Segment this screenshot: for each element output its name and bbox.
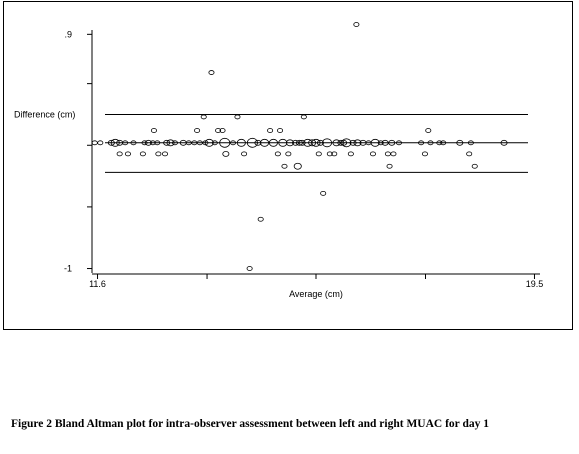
data-point-80: [386, 163, 393, 169]
data-point-5: [122, 140, 129, 146]
data-point-77: [377, 140, 384, 146]
bland-altman-plot: .9 -1 11.6 19.5 Difference (cm) Average (cm): [14, 22, 544, 299]
data-point-23: [194, 128, 201, 133]
data-point-28: [208, 70, 215, 75]
data-point-7: [124, 151, 131, 157]
data-point-42: [260, 138, 270, 147]
data-point-92: [467, 140, 474, 146]
data-point-38: [246, 266, 253, 271]
data-point-79: [384, 151, 391, 157]
data-point-93: [471, 163, 478, 169]
data-point-71: [353, 22, 360, 27]
data-point-94: [500, 139, 508, 146]
data-point-50: [286, 139, 295, 147]
data-point-59: [315, 151, 322, 157]
plot-frame: [3, 1, 573, 330]
data-point-91: [466, 151, 473, 157]
data-point-26: [200, 114, 207, 120]
data-point-70: [349, 139, 357, 146]
data-point-54: [298, 139, 306, 146]
data-point-14: [150, 128, 157, 133]
data-point-34: [230, 140, 237, 146]
data-point-67: [340, 139, 348, 146]
data-point-27: [204, 138, 214, 147]
data-point-44: [268, 138, 278, 147]
data-point-32: [219, 137, 231, 148]
data-point-11: [149, 140, 156, 146]
data-point-58: [311, 138, 321, 147]
data-point-65: [332, 139, 341, 147]
data-point-89: [440, 140, 447, 146]
data-point-64: [331, 151, 338, 157]
data-point-17: [163, 139, 171, 146]
data-point-1: [97, 140, 104, 146]
data-point-68: [341, 138, 352, 148]
y-tick-label-1: -1: [64, 264, 72, 274]
x-tick-label-0: 11.6: [89, 279, 106, 289]
data-point-86: [425, 128, 432, 133]
data-point-83: [395, 140, 402, 146]
data-point-85: [421, 151, 428, 157]
data-point-31: [219, 128, 226, 133]
data-point-57: [308, 139, 317, 147]
data-point-66: [337, 139, 345, 146]
data-point-15: [155, 151, 162, 157]
data-point-30: [215, 128, 222, 133]
data-point-39: [246, 137, 258, 148]
data-point-35: [234, 114, 241, 120]
data-point-82: [390, 151, 397, 157]
data-point-13: [139, 151, 146, 157]
data-point-0: [91, 140, 98, 146]
data-point-51: [292, 139, 300, 146]
data-point-69: [347, 151, 354, 157]
data-point-3: [110, 138, 120, 147]
data-point-62: [322, 138, 333, 148]
data-point-43: [267, 128, 274, 133]
data-point-6: [116, 151, 123, 157]
y-axis-label: Difference (cm): [14, 109, 75, 119]
data-point-2: [107, 139, 115, 146]
data-point-63: [326, 151, 333, 157]
data-point-10: [144, 139, 152, 146]
data-point-84: [418, 140, 425, 146]
x-axis-label: Average (cm): [289, 289, 343, 299]
data-point-40: [254, 139, 262, 146]
data-point-18: [166, 139, 175, 147]
x-tick-label-1: 19.5: [526, 279, 544, 289]
data-point-19: [171, 140, 178, 146]
data-point-78: [381, 139, 389, 146]
data-point-41: [257, 216, 264, 222]
data-point-55: [300, 114, 307, 120]
data-point-16: [162, 151, 169, 157]
data-point-61: [320, 190, 327, 196]
data-point-45: [274, 151, 281, 157]
data-point-76: [370, 138, 380, 147]
data-point-49: [285, 151, 292, 157]
data-point-75: [369, 151, 376, 157]
data-point-60: [316, 139, 324, 146]
y-tick-label-0: .9: [64, 29, 72, 39]
data-point-47: [278, 138, 288, 147]
data-point-8: [130, 140, 137, 146]
data-point-90: [456, 139, 464, 146]
data-point-88: [436, 140, 443, 146]
data-point-53: [295, 139, 303, 146]
data-point-12: [154, 140, 161, 146]
data-point-46: [277, 128, 284, 133]
data-point-9: [141, 140, 148, 146]
figure-caption: Figure 2 Bland Altman plot for intra-obs…: [11, 418, 489, 430]
data-point-87: [427, 140, 434, 146]
data-point-37: [241, 151, 248, 157]
data-point-72: [353, 139, 362, 147]
data-point-33: [222, 150, 230, 157]
data-point-81: [388, 139, 396, 146]
data-point-52: [293, 162, 302, 170]
data-point-48: [281, 163, 288, 169]
data-point-29: [211, 140, 218, 146]
data-point-36: [236, 138, 246, 147]
